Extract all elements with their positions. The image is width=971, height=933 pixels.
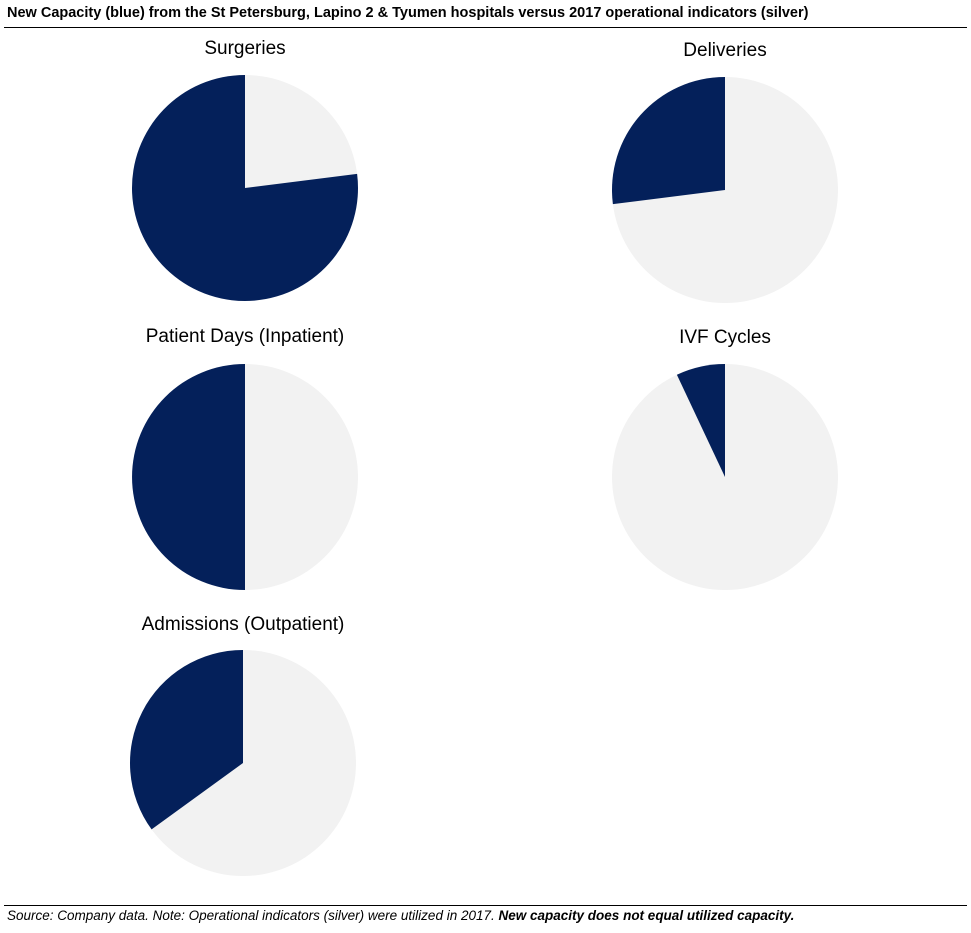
pie-slice-new-capacity [132, 75, 358, 301]
pie-chart-ivf-cycles [612, 364, 838, 590]
pie-title-admissions: Admissions (Outpatient) [141, 614, 345, 635]
source-note: Source: Company data. Note: Operational … [7, 908, 794, 923]
pie-slice-new-capacity [132, 364, 245, 590]
pie-title-deliveries: Deliveries [683, 40, 767, 61]
top-rule [4, 27, 967, 28]
source-note-emphasis: New capacity does not equal utilized cap… [498, 908, 795, 923]
bottom-rule [4, 905, 967, 906]
pie-chart-deliveries [612, 77, 838, 303]
pie-slice-new-capacity [612, 77, 725, 205]
source-note-text: Source: Company data. Note: Operational … [7, 908, 495, 923]
pie-chart-patient-days [132, 364, 358, 590]
pie-slice-new-capacity [676, 364, 725, 477]
pie-title-patient-days: Patient Days (Inpatient) [145, 326, 345, 347]
pie-chart-surgeries [132, 75, 358, 301]
chart-title: New Capacity (blue) from the St Petersbu… [7, 5, 809, 21]
pie-slice-new-capacity [130, 650, 243, 830]
pie-title-ivf-cycles: IVF Cycles [679, 327, 771, 348]
pie-chart-admissions [130, 650, 356, 876]
pie-title-surgeries: Surgeries [204, 38, 286, 59]
